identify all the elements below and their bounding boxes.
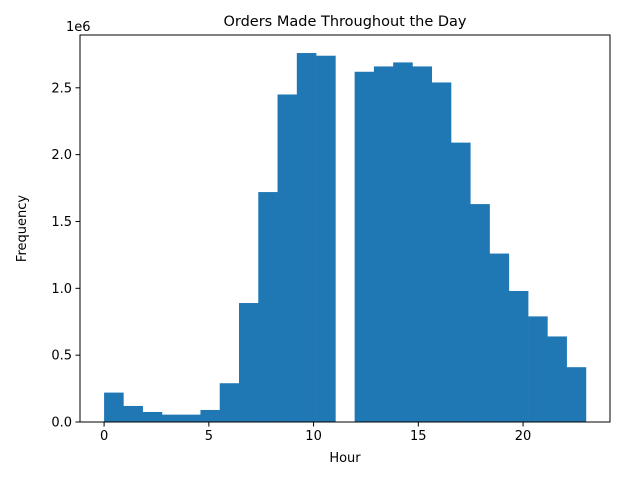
y-axis-ticks: 0.0 0.5 1.0 1.5 2.0 2.5 [51, 81, 80, 431]
y-tick-label: 0.5 [51, 349, 72, 364]
x-axis-ticks: 0 5 10 15 20 [100, 422, 531, 444]
y-axis-offset-text: 1e6 [66, 20, 91, 35]
y-tick-label: 1.0 [51, 282, 72, 297]
histogram-bar [219, 383, 240, 422]
histogram-bar [470, 204, 490, 422]
y-tick-label: 0.0 [51, 416, 72, 431]
y-axis-label: Frequency [15, 195, 30, 262]
x-tick-label: 10 [305, 429, 322, 444]
histogram-bar [104, 392, 124, 422]
histogram-bar [258, 192, 278, 422]
histogram-bar [316, 55, 336, 422]
bars-group [104, 53, 587, 423]
y-tick-label: 2.0 [51, 148, 72, 163]
histogram-bar [161, 414, 182, 422]
chart-title: Orders Made Throughout the Day [223, 14, 466, 30]
histogram-bar [181, 414, 201, 422]
histogram-bar [451, 142, 471, 423]
histogram-bar [296, 53, 317, 422]
plot-frame [79, 34, 611, 423]
x-tick-label: 20 [515, 429, 532, 444]
histogram-bar [431, 82, 452, 422]
histogram-bar [547, 336, 567, 422]
histogram-bar [412, 66, 433, 423]
histogram-bar [277, 94, 298, 422]
histogram-bar [489, 253, 510, 422]
x-axis-label: Hour [329, 451, 361, 466]
histogram-bar [354, 71, 375, 422]
histogram-bar [566, 367, 587, 422]
histogram-bar [142, 411, 163, 422]
histogram-bar [123, 405, 143, 422]
x-tick-label: 15 [410, 429, 427, 444]
y-tick-label: 1.5 [51, 215, 72, 230]
histogram-bar [200, 409, 221, 422]
histogram-bar [508, 290, 529, 422]
histogram-bar [528, 316, 548, 422]
x-tick-label: 0 [100, 429, 108, 444]
x-tick-label: 5 [205, 429, 213, 444]
histogram-bar [393, 62, 413, 422]
histogram-bar [373, 66, 394, 423]
y-tick-label: 2.5 [51, 81, 72, 96]
histogram-bar [239, 303, 259, 422]
